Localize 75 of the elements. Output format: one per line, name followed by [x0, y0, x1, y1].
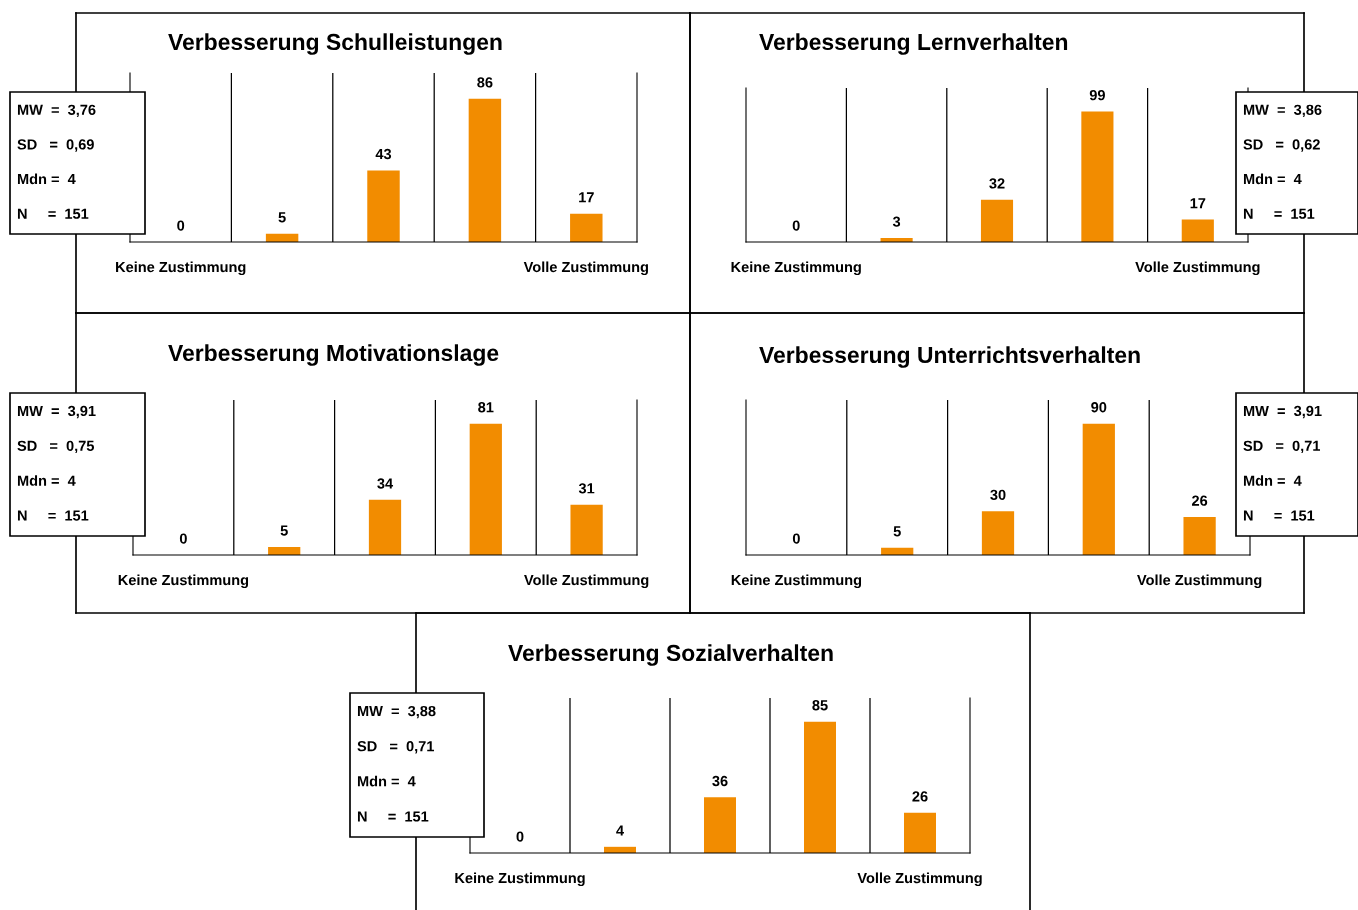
text: N = 151	[17, 208, 89, 219]
bar	[368, 499, 402, 555]
chart-title: Verbesserung Lernverhalten	[759, 33, 1068, 55]
chart-title: Verbesserung Sozialverhalten	[508, 644, 833, 666]
annotation: SD = 0,71	[1243, 440, 1321, 454]
annotation: Mdn = 4	[1243, 475, 1302, 486]
data-label: 5	[280, 525, 288, 536]
bar	[1081, 111, 1114, 242]
chart-title: Verbesserung Motivationslage	[168, 344, 499, 366]
x-tick-label: Keine Zustimmung	[731, 261, 861, 276]
bar	[804, 721, 836, 853]
bar	[981, 511, 1015, 555]
data-label: 90	[1091, 402, 1107, 413]
data-label: 3	[892, 216, 901, 227]
data-label: 43	[375, 148, 392, 160]
data-label: 31	[578, 483, 595, 494]
data-label: 99	[1089, 89, 1105, 101]
text: MW = 3,76	[17, 104, 96, 118]
data-label: 0	[516, 831, 524, 842]
text: Mdn = 4	[17, 475, 76, 486]
x-tick-label: Volle Zustimmung	[524, 574, 649, 589]
bar	[570, 213, 603, 242]
data-label: 17	[1190, 198, 1206, 209]
bar	[1082, 423, 1115, 555]
chart-title: Verbesserung Unterrichtsverhalten	[759, 346, 1140, 368]
x-tick-label: Volle Zustimmung	[523, 261, 648, 276]
data-label: 5	[893, 526, 901, 537]
text: SD = 0,71	[357, 741, 435, 754]
text: MW = 3,88	[357, 705, 436, 719]
data-label: 30	[990, 489, 1006, 501]
data-label: 0	[792, 220, 800, 231]
text: SD = 0,69	[17, 139, 94, 152]
data-label: 81	[478, 402, 494, 413]
data-label: 17	[579, 192, 594, 203]
x-tick-label: Volle Zustimmung	[1135, 261, 1260, 276]
bar	[1183, 517, 1216, 555]
bar	[904, 812, 936, 853]
x-tick-label: Volle Zustimmung	[1137, 574, 1262, 589]
bar	[1181, 219, 1214, 242]
text: Mdn = 4	[17, 173, 76, 185]
annotation: N = 151	[1243, 208, 1315, 219]
data-label: 0	[177, 220, 185, 231]
x-tick-label: Keine Zustimmung	[455, 872, 585, 887]
chart-title: Verbesserung Schulleistungen	[168, 33, 502, 55]
text: MW = 3,91	[1243, 405, 1322, 419]
annotation: SD = 0,62	[1243, 139, 1320, 152]
text: N = 151	[17, 510, 89, 521]
bar	[367, 170, 400, 242]
data-label: 5	[278, 212, 286, 223]
data-label: 34	[377, 478, 394, 489]
bar	[980, 199, 1014, 242]
text: MW = 3,91	[17, 405, 96, 419]
data-label: 0	[792, 533, 800, 544]
data-label: 0	[179, 533, 187, 544]
data-label: 36	[712, 775, 728, 787]
bar	[704, 797, 736, 853]
text: N = 151	[357, 811, 429, 822]
text: SD = 0,75	[17, 440, 95, 454]
annotation: N = 151	[1243, 510, 1315, 521]
annotation: MW = 3,86	[1243, 104, 1322, 118]
x-tick-label: Keine Zustimmung	[116, 261, 246, 276]
x-tick-label: Keine Zustimmung	[731, 574, 862, 589]
data-label: 26	[912, 791, 928, 802]
x-tick-label: Keine Zustimmung	[118, 574, 249, 589]
bar	[570, 504, 603, 555]
data-label: 85	[812, 700, 828, 711]
data-label: 86	[477, 77, 493, 88]
data-label: 4	[616, 825, 624, 836]
data-label: 26	[1192, 495, 1208, 506]
bar	[468, 98, 502, 242]
x-tick-label: Volle Zustimmung	[857, 872, 982, 887]
annotation: Mdn = 4	[1243, 173, 1302, 185]
text: Mdn = 4	[357, 775, 416, 787]
bar	[469, 423, 502, 555]
data-label: 32	[989, 178, 1005, 189]
